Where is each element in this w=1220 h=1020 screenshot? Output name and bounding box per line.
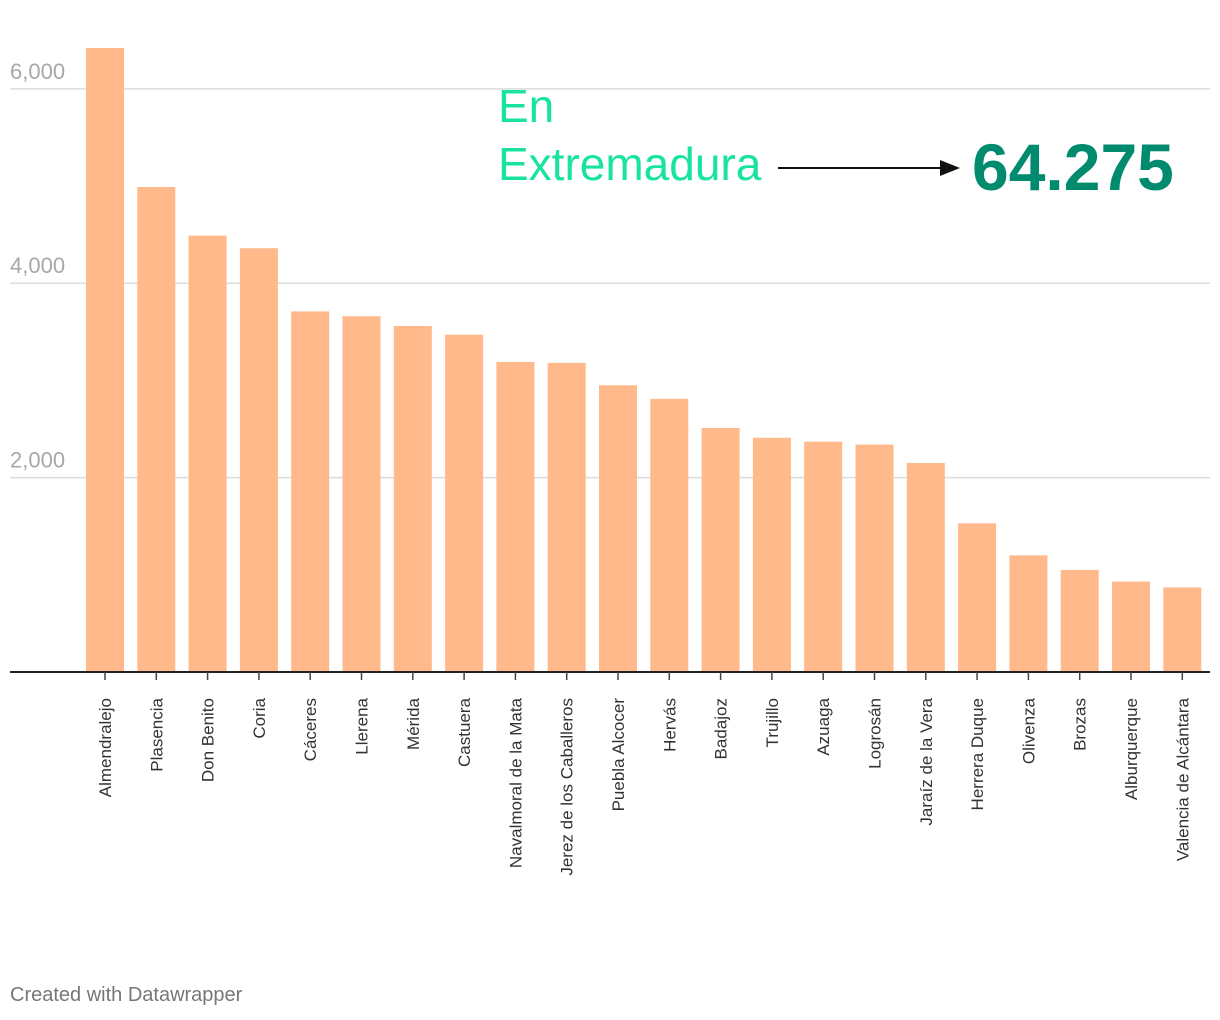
bar-15 (855, 444, 894, 672)
category-label: Jerez de los Caballeros (558, 698, 577, 876)
y-tick-label: 4,000 (10, 253, 65, 278)
credit-text: Created with Datawrapper (10, 984, 243, 1006)
category-label: Almendralejo (96, 698, 115, 797)
annotation-label-line2: Extremadura (498, 138, 762, 190)
bar-9 (547, 362, 586, 672)
bar-14 (804, 441, 843, 672)
category-label: Plasencia (147, 697, 166, 771)
bar-3 (239, 248, 278, 672)
annotation-total-value: 64.275 (972, 130, 1174, 204)
category-label: Don Benito (199, 698, 218, 782)
bar-10 (599, 385, 637, 672)
bar-16 (906, 463, 945, 672)
y-tick-label: 6,000 (10, 59, 65, 84)
category-label: Mérida (404, 697, 423, 750)
bar-4 (291, 311, 330, 672)
bar-13 (752, 437, 791, 672)
category-label: Cáceres (301, 698, 320, 761)
category-label: Olivenza (1019, 697, 1038, 764)
annotation-label-line1: En (498, 80, 554, 132)
category-label: Trujillo (763, 698, 782, 747)
category-label: Logrosán (866, 698, 885, 769)
category-label: Herrera Duque (968, 698, 987, 810)
bar-20 (1112, 581, 1150, 672)
category-label: Hervás (660, 698, 679, 752)
bar-0 (86, 48, 124, 672)
bar-19 (1060, 569, 1099, 672)
bar-6 (393, 325, 432, 672)
bar-17 (958, 523, 997, 672)
category-label: Alburquerque (1122, 698, 1141, 800)
bar-12 (701, 428, 740, 672)
bar-5 (342, 316, 381, 672)
category-label: Brozas (1071, 698, 1090, 751)
category-label: Coria (250, 697, 269, 738)
bar-2 (188, 235, 227, 672)
category-label: Navalmoral de la Mata (506, 697, 525, 868)
annotation-arrow-head (940, 160, 960, 176)
bar-8 (496, 361, 535, 672)
x-axis-labels: Almendralejo Plasencia Don Benito Coria Cáce… (96, 672, 1192, 876)
category-label: Badajoz (712, 698, 731, 759)
category-label: Azuaga (814, 697, 833, 755)
bars-layer (86, 48, 1202, 672)
bar-11 (650, 398, 689, 672)
bar-18 (1009, 555, 1048, 672)
bar-1 (137, 186, 176, 672)
bar-7 (445, 334, 484, 672)
bar-21 (1163, 587, 1202, 672)
category-label: Valencia de Alcántara (1173, 697, 1192, 861)
category-label: Jaraíz de la Vera (917, 697, 936, 825)
category-label: Puebla Alcocer (609, 698, 628, 812)
category-label: Llerena (353, 697, 372, 754)
category-label: Castuera (455, 697, 474, 767)
annotation: En Extremadura 64.275 (498, 80, 1174, 204)
y-tick-label: 2,000 (10, 448, 65, 473)
